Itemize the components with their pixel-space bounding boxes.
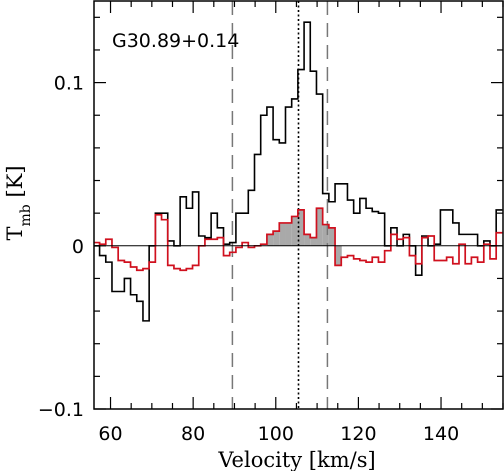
y-tick-label: 0.1: [54, 73, 84, 95]
x-tick-label: 140: [423, 423, 459, 445]
emission-fill-bar: [279, 222, 286, 246]
velocity-markers: [231, 1, 329, 409]
y-axis-label: Tmb [K]: [3, 165, 34, 240]
y-axis-label-subscript: mb: [18, 204, 34, 226]
emission-fill-bar: [341, 245, 342, 258]
emission-fill-bar: [310, 237, 317, 246]
y-axis-label-unit: [K]: [3, 165, 27, 204]
emission-fill-bar: [273, 231, 280, 246]
emission-fill-bar: [316, 208, 323, 246]
spectrum-line-black: [94, 21, 503, 322]
emission-fill-bar: [328, 227, 336, 246]
emission-fill-bar: [304, 234, 311, 246]
emission-fill-bar: [322, 224, 329, 246]
spectrum-line-red: [94, 207, 503, 272]
plot-frame: [93, 0, 504, 410]
x-tick-label: 80: [181, 423, 205, 445]
x-tick-label: 60: [98, 423, 122, 445]
emission-fill-layer: [267, 208, 342, 266]
y-tick-label: −0.1: [38, 399, 84, 421]
emission-fill-bar: [267, 234, 274, 246]
emission-fill-bar: [335, 245, 342, 266]
emission-fill-bar: [297, 209, 305, 246]
axis-ticks: 60 80 100 120 140 −0.1 0 0.1: [38, 1, 504, 445]
x-axis-label: Velocity [km/s]: [217, 448, 375, 471]
emission-fill-bar: [291, 216, 298, 246]
chart-title: G30.89+0.14: [112, 30, 239, 52]
emission-fill-bar: [285, 222, 292, 246]
y-tick-label: 0: [72, 236, 84, 258]
x-tick-label: 120: [340, 423, 376, 445]
x-tick-label: 100: [258, 423, 294, 445]
spectrum-lines: [94, 21, 503, 322]
y-axis-label-main: T: [3, 226, 27, 240]
